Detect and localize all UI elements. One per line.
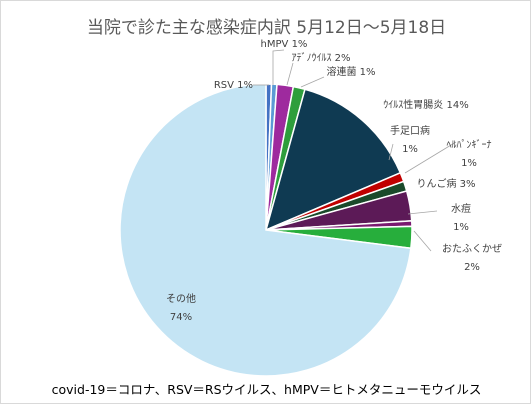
slice-label: 水痘 1% bbox=[451, 202, 471, 233]
leader-line bbox=[272, 49, 285, 85]
slice-label: 手足口病 1% bbox=[390, 124, 430, 155]
pie-slice bbox=[264, 88, 402, 232]
leader-line bbox=[388, 143, 394, 161]
leader-line bbox=[300, 76, 325, 88]
leader-line bbox=[407, 210, 438, 215]
leader-line bbox=[413, 230, 432, 252]
slice-label: hMPV 1% bbox=[261, 39, 308, 50]
slice-label: ｱﾃﾞﾉｳｲﾙｽ 2% bbox=[291, 52, 350, 64]
slice-label: RSV 1% bbox=[214, 80, 253, 91]
slice-label: おたふくかぜ 2% bbox=[442, 243, 502, 273]
leader-line bbox=[404, 141, 457, 174]
slice-label: ｳｲﾙｽ性胃腸炎 14% bbox=[383, 98, 468, 111]
leader-line bbox=[286, 62, 294, 86]
slice-label: りんご病 3% bbox=[416, 177, 475, 190]
slice-label: ﾍﾙﾊﾟﾝｷﾞｰﾅ 1% bbox=[447, 139, 492, 169]
slice-label: 溶連菌 1% bbox=[326, 65, 375, 78]
chart-title: 当院で診た主な感染症内訳 5月12日～5月18日 bbox=[86, 18, 447, 38]
pie-slice bbox=[119, 83, 412, 377]
footnote: covid-19＝コロナ、RSV＝RSウイルス、hMPV＝ヒトメタニューモウイル… bbox=[51, 382, 482, 397]
slice-label: その他 74% bbox=[166, 292, 196, 323]
